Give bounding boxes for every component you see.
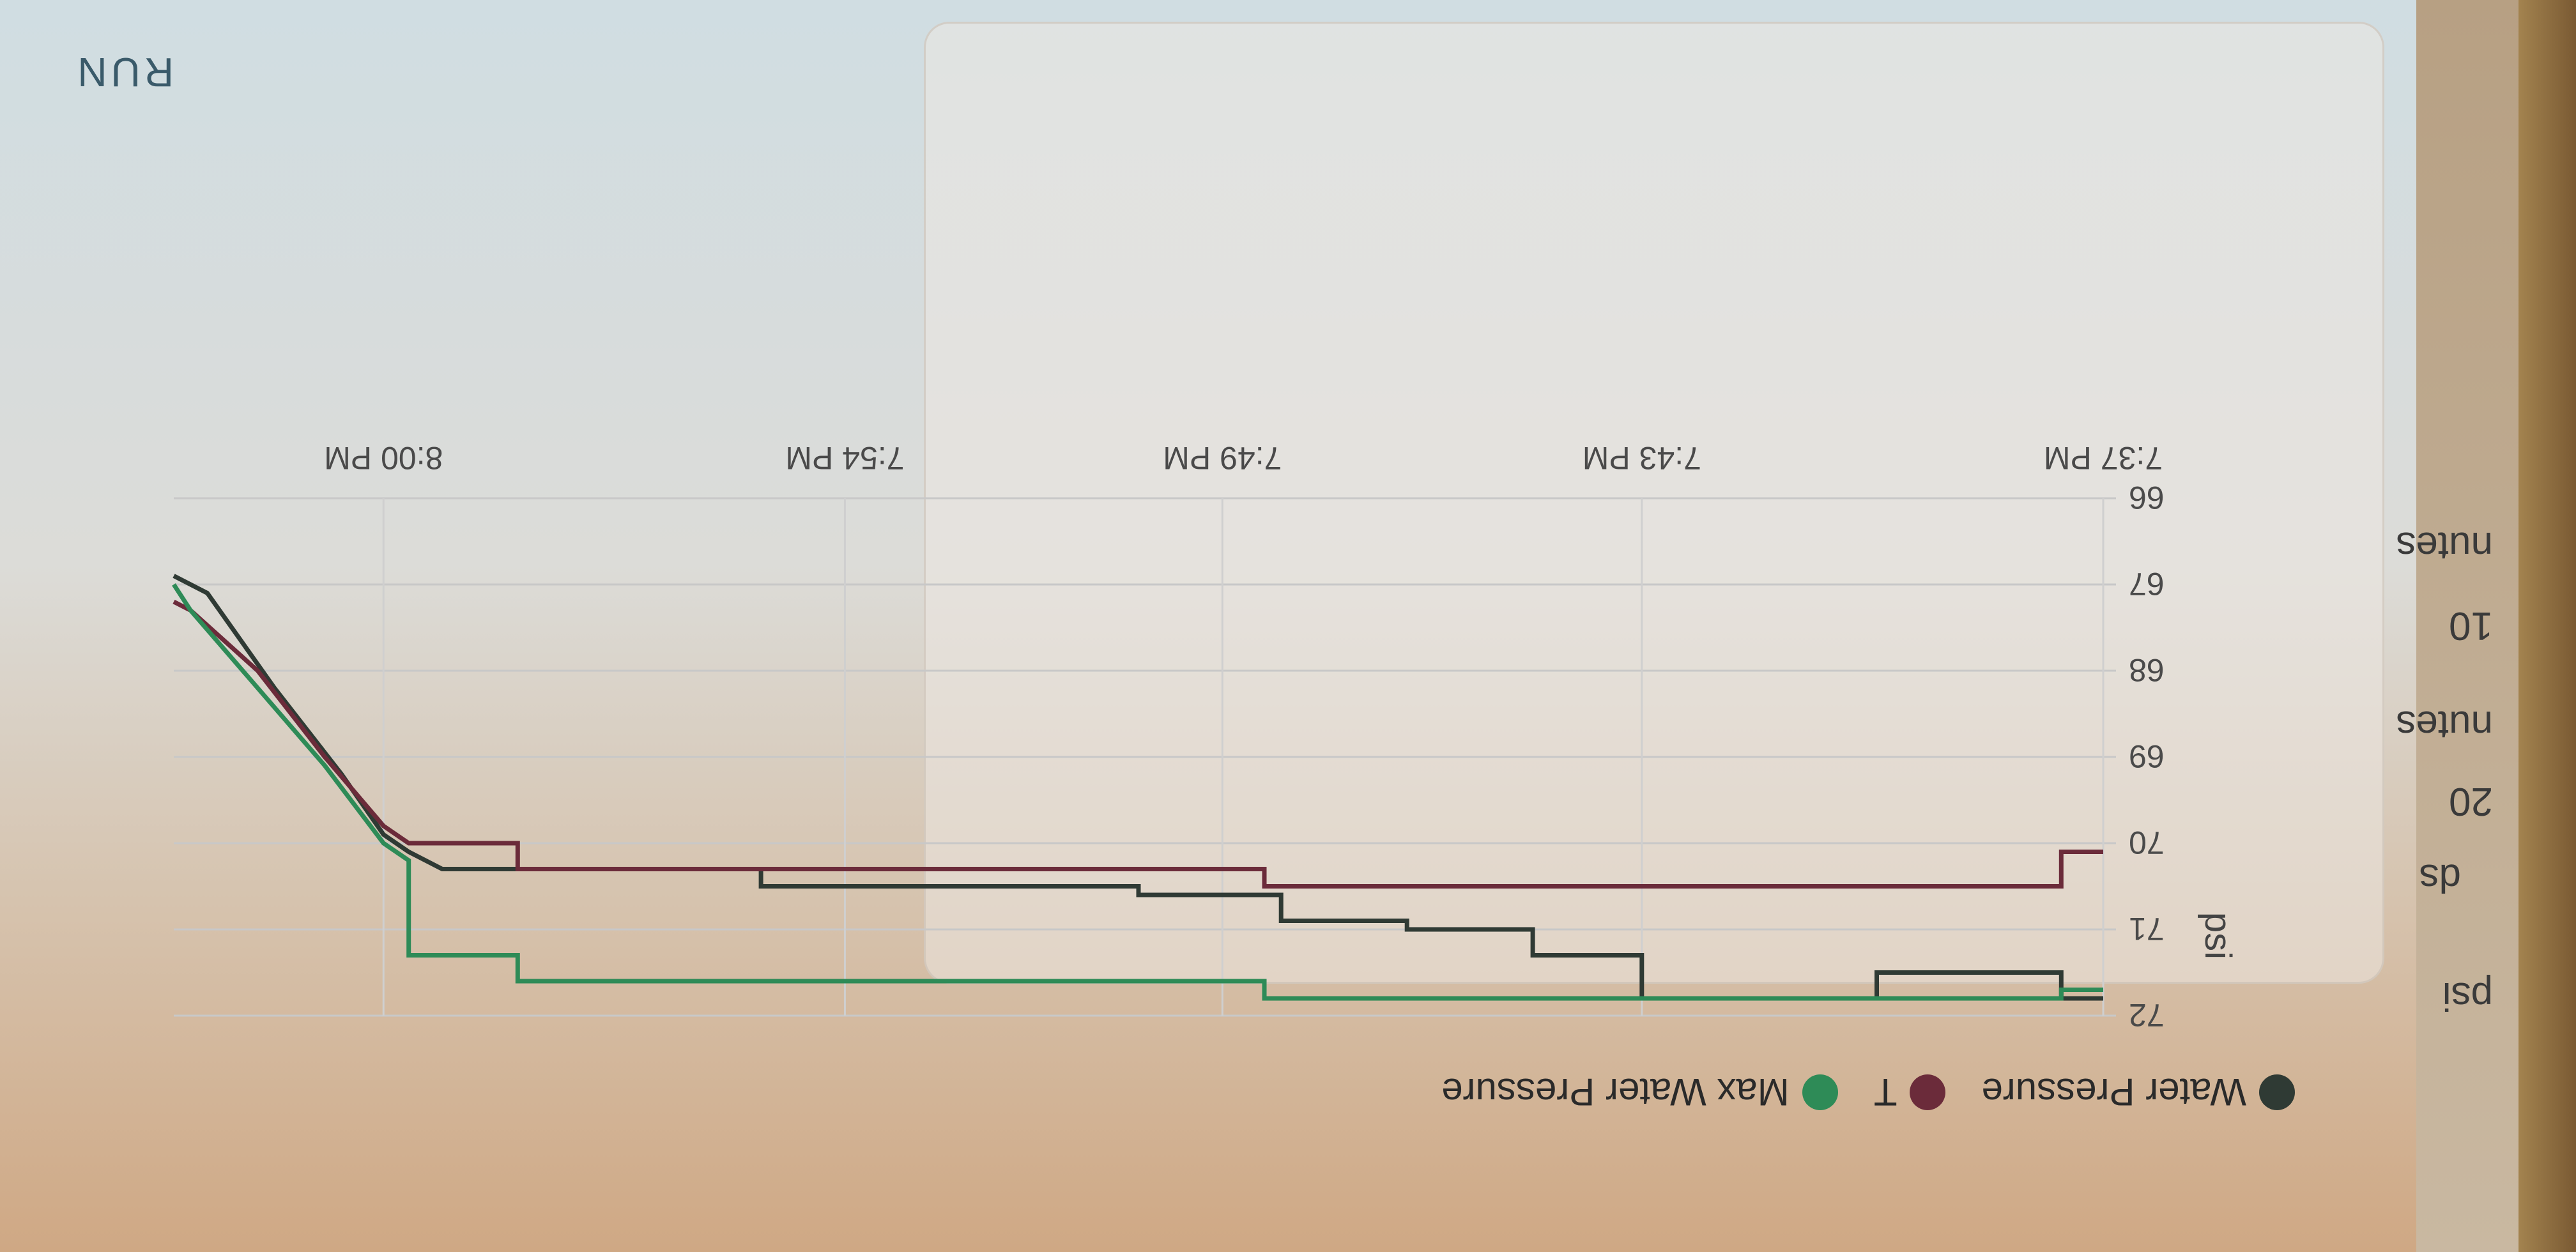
y-tick-label: 70 — [2129, 825, 2165, 860]
y-tick-label: 67 — [2129, 566, 2165, 602]
x-tick-label: 8:00 PM — [324, 440, 443, 476]
y-tick-label: 66 — [2129, 480, 2165, 515]
x-tick-label: 7:43 PM — [1583, 440, 1701, 476]
y-axis-title: psi — [2197, 912, 2239, 959]
y-tick-label: 69 — [2129, 738, 2165, 774]
series-line — [172, 574, 2103, 1001]
y-tick-label: 71 — [2129, 911, 2165, 947]
run-label[interactable]: RUN — [73, 49, 174, 95]
series-line — [172, 583, 2103, 1001]
series-line — [172, 599, 2103, 889]
x-tick-label: 7:49 PM — [1163, 440, 1282, 476]
x-tick-label: 7:37 PM — [2044, 440, 2163, 476]
x-tick-label: 7:54 PM — [785, 440, 904, 476]
y-tick-label: 68 — [2129, 652, 2165, 688]
y-tick-label: 72 — [2129, 997, 2165, 1033]
